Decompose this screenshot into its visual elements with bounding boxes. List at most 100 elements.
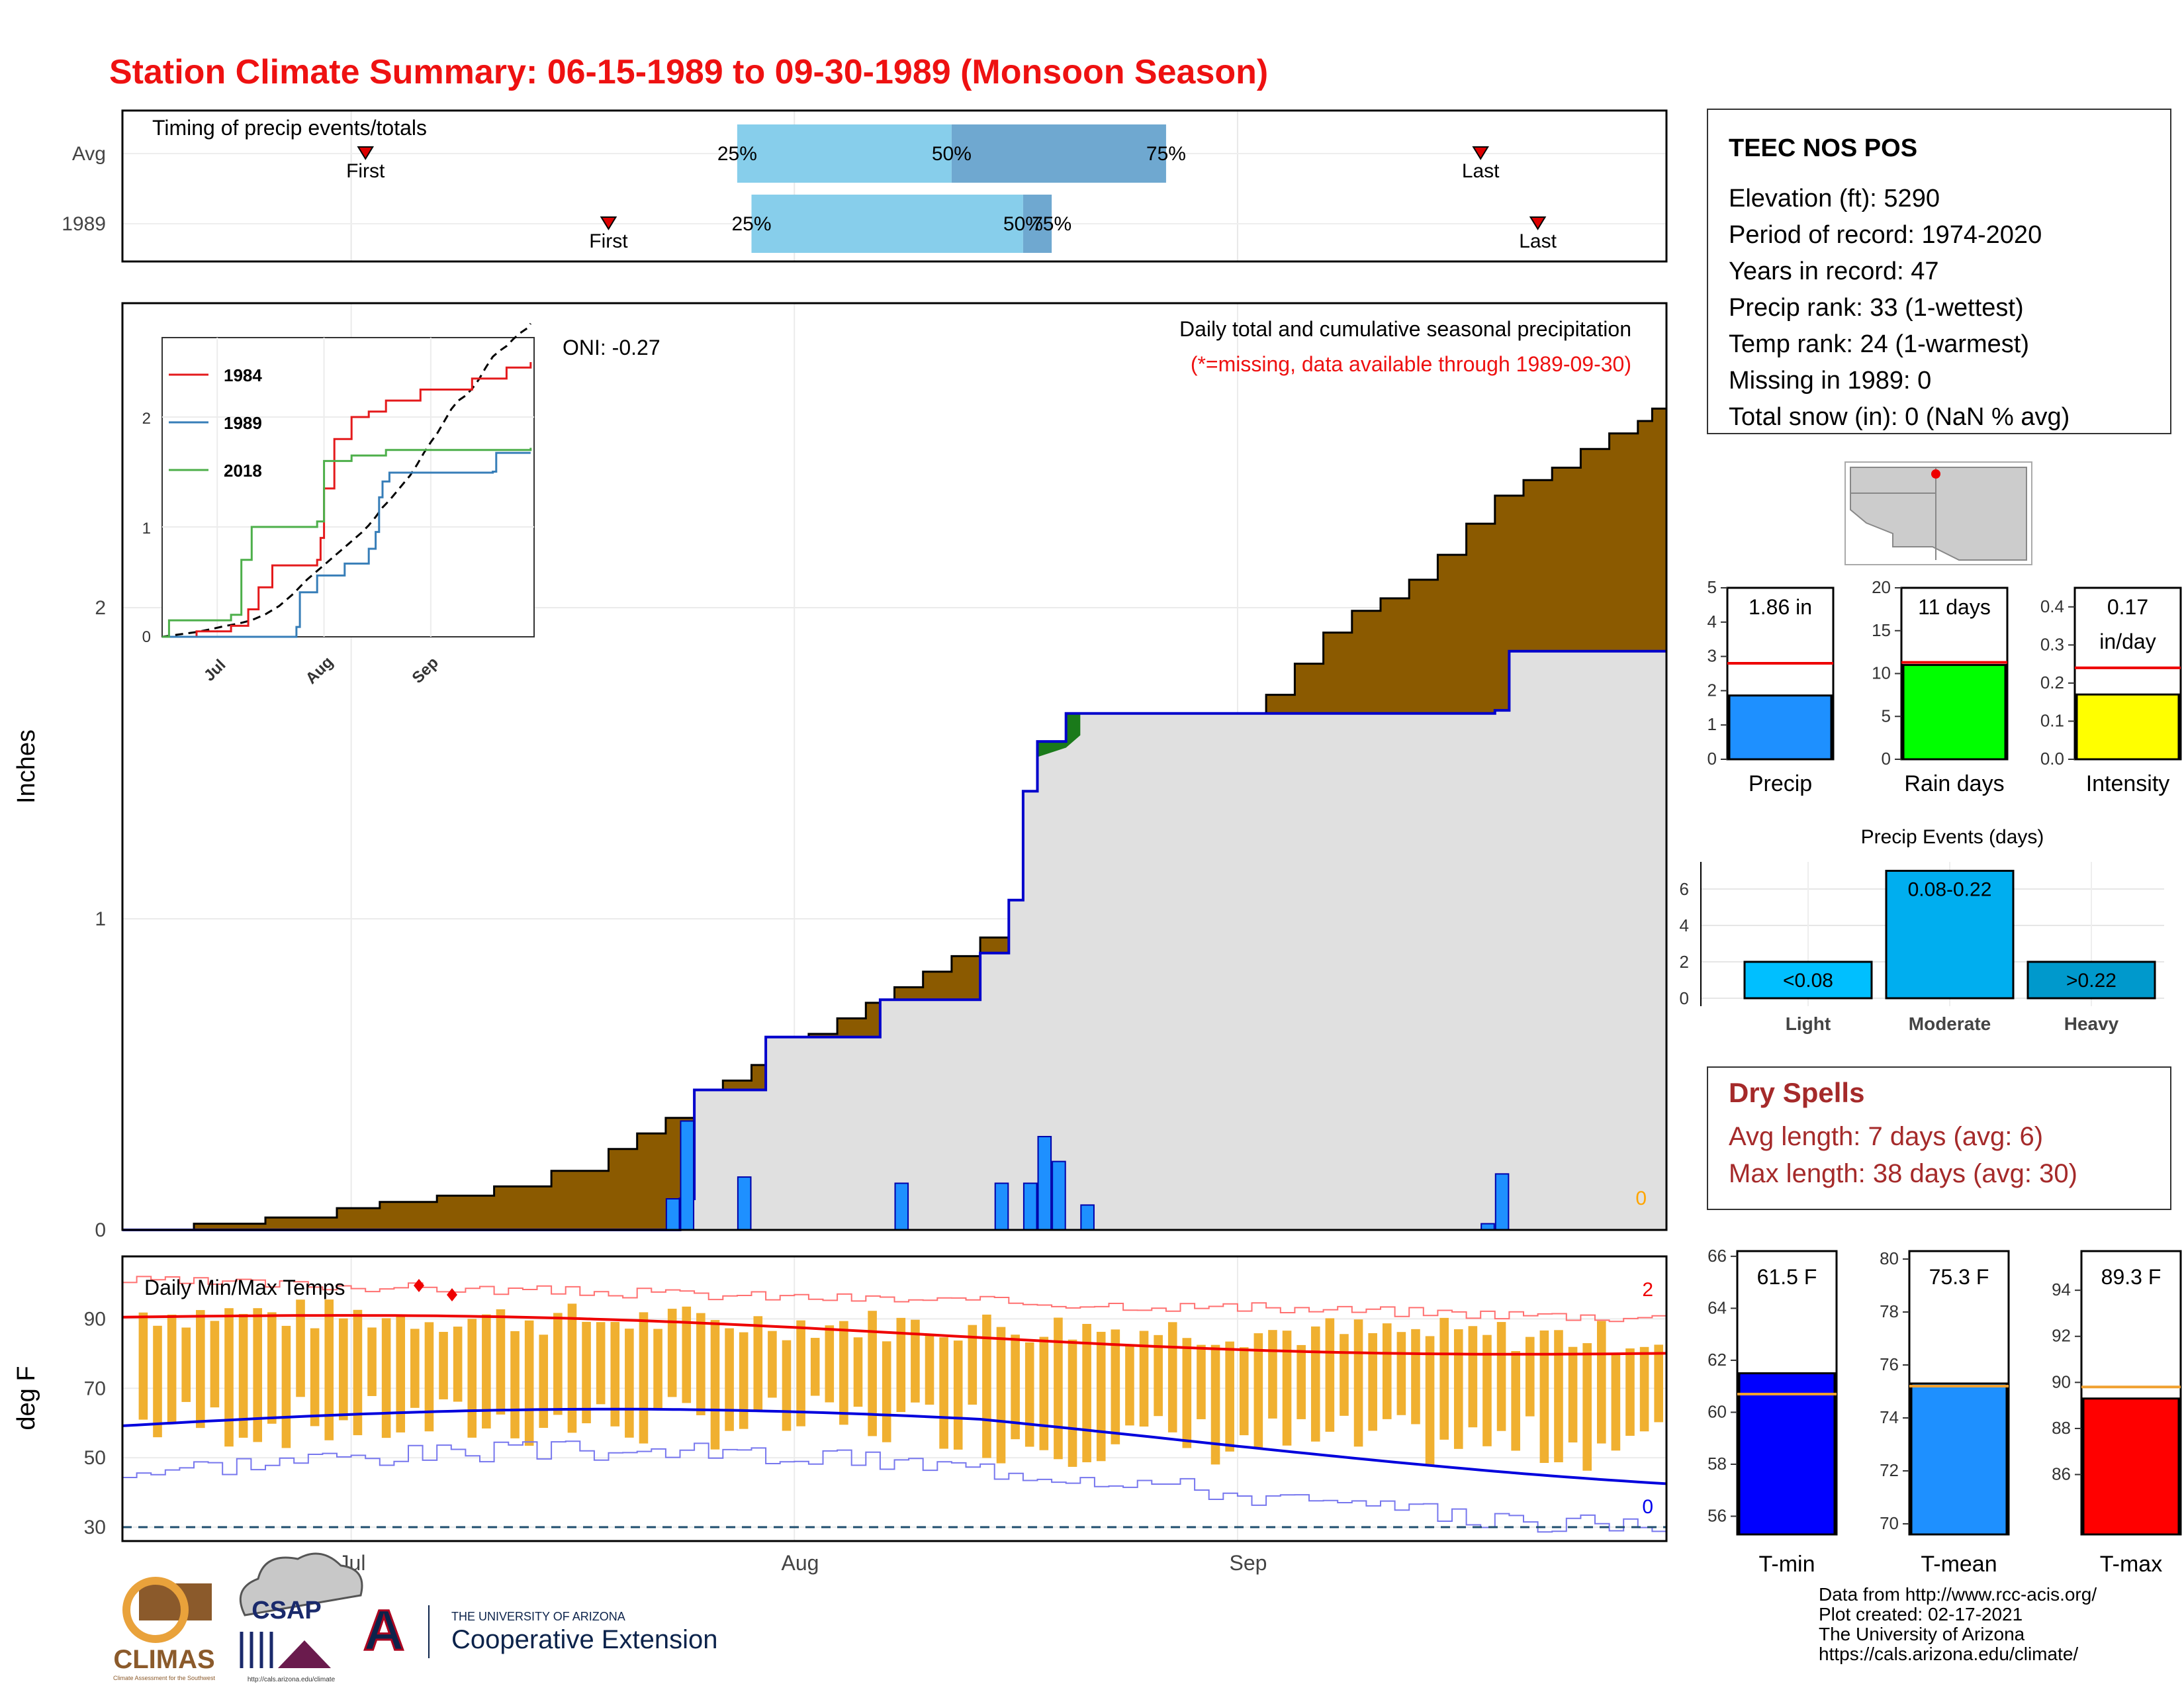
precip-frame <box>121 302 1668 1231</box>
daily-precip-bar-5 <box>1023 1182 1038 1231</box>
daily-precip-bar-3 <box>894 1182 909 1231</box>
precip-ytick-0: 0 <box>95 1219 106 1241</box>
temp-day-bar-59 <box>968 1325 978 1405</box>
station-line-4: Temp rank: 24 (1-warmest) <box>1729 330 2029 358</box>
temp-day-bar-103 <box>1596 1321 1606 1444</box>
temp-day-bar-13 <box>310 1328 320 1427</box>
temp-day-bar-42 <box>725 1328 734 1431</box>
temp-day-bar-28 <box>524 1320 534 1446</box>
temp-mini-value-1 <box>1910 1382 2008 1536</box>
climas-logo-sun <box>122 1577 189 1643</box>
events-ytick-0: 0 <box>1680 988 1689 1008</box>
temp-mini-value-label-0: 61.5 F <box>1757 1265 1817 1289</box>
temp-day-bar-34 <box>610 1321 620 1427</box>
mini-bar-ytick-1-2: 10 <box>1872 663 1891 683</box>
station-line-0: Elevation (ft): 5290 <box>1729 185 1940 212</box>
precip-desc-note: (*=missing, data available through 1989-… <box>1191 352 1631 376</box>
temp-day-bar-47 <box>796 1320 805 1427</box>
temp-day-bar-83 <box>1310 1326 1320 1442</box>
ua-cooperative-extension-logo: A THE UNIVERSITY OF ARIZONA Cooperative … <box>362 1598 717 1664</box>
station-lines: Elevation (ft): 5290 Period of record: 19… <box>1729 185 2070 431</box>
daily-precip-bar-7 <box>1052 1160 1066 1231</box>
inset-frame <box>161 337 535 637</box>
timing-row-label-avg: Avg <box>72 143 106 165</box>
timing-last-marker-0 <box>1472 146 1489 160</box>
dry-spells-box: Dry Spells Avg length: 7 days (avg: 6) M… <box>1707 1066 2171 1210</box>
events-ytick-2: 4 <box>1680 915 1689 935</box>
csap-mountain <box>278 1640 331 1668</box>
temp-day-bar-44 <box>753 1316 763 1410</box>
daily-precip-bar-2 <box>737 1176 752 1231</box>
events-bar-label-1: 0.08-0.22 <box>1908 879 1992 901</box>
temp-mini-xlabel-1: T-mean <box>1921 1552 1997 1577</box>
record-high-line <box>122 1276 1667 1323</box>
timing-bar-25-50-1 <box>751 195 1023 253</box>
mini-bar-xlabel-0: Precip <box>1749 771 1812 796</box>
temp-mini-bar-charts: 61.5 F T-min 56 58 60 62 64 66 75.3 F T-mean 70 72 7… <box>1707 1246 2182 1577</box>
timing-frame <box>121 109 1668 263</box>
temp-day-bar-54 <box>896 1317 906 1413</box>
daily-precip-bar-4 <box>994 1182 1009 1231</box>
temp-day-bar-76 <box>1210 1344 1220 1465</box>
record-marker-2 <box>447 1288 457 1301</box>
timing-bar-50-75-1 <box>1023 195 1052 253</box>
mini-bar-ytick-2-2: 0.2 <box>2040 673 2064 692</box>
temp-day-bar-84 <box>1325 1318 1335 1432</box>
events-ytick-1: 2 <box>1680 952 1689 972</box>
temp-day-bar-66 <box>1068 1339 1077 1467</box>
temp-day-bar-63 <box>1024 1342 1034 1447</box>
timing-p75-label-0: 75% <box>1146 143 1186 165</box>
x-label-aug: Aug <box>782 1551 819 1575</box>
events-title: Precip Events (days) <box>1861 826 2044 848</box>
precip-y-ticks: 0 1 2 <box>95 597 106 1241</box>
temp-day-bar-107 <box>1654 1344 1663 1423</box>
temp-day-bar-35 <box>625 1329 634 1438</box>
ua-mark-bg <box>363 1603 404 1650</box>
temp-mini-ytick-2-3: 92 <box>2052 1326 2071 1346</box>
temp-day-bar-72 <box>1154 1335 1163 1417</box>
mini-bar-charts: 1.86 in Precip 0 1 2 3 4 5 11 days Rain days 0 5 10 1… <box>1707 577 2182 796</box>
temp-mini-ytick-2-4: 94 <box>2052 1280 2071 1299</box>
temp-day-bar-102 <box>1582 1343 1592 1471</box>
precip-y-axis-label: Inches <box>13 729 40 804</box>
temp-day-bar-29 <box>539 1335 549 1429</box>
temp-day-bar-99 <box>1539 1330 1549 1463</box>
events-bars: <0.08 Light 0.08-0.22 Moderate >0.22 Heavy <box>1743 870 2156 1034</box>
temp-mini-ytick-2-0: 86 <box>2052 1464 2071 1484</box>
avg-high-line <box>122 1314 1667 1356</box>
temp-day-bar-1 <box>138 1312 148 1420</box>
daily-precip-bar-6 <box>1037 1136 1052 1231</box>
mini-bar-ytick-1-3: 15 <box>1872 620 1891 640</box>
temp-mini-ytick-0-5: 66 <box>1707 1246 1727 1266</box>
mini-bar-value-label-2: 0.17 <box>2107 595 2148 619</box>
temp-day-bar-62 <box>1011 1335 1020 1440</box>
temp-day-bar-70 <box>1125 1346 1134 1426</box>
temp-day-bar-50 <box>839 1321 848 1425</box>
timing-p50-label-0: 50% <box>932 143 972 165</box>
ua-small-text: THE UNIVERSITY OF ARIZONA <box>451 1610 625 1623</box>
mini-bar-ytick-1-0: 0 <box>1882 749 1891 769</box>
inset-series-1989 <box>162 451 531 638</box>
credit-line-3: The University of Arizona <box>1819 1624 2025 1644</box>
temp-day-bar-40 <box>696 1313 705 1415</box>
timing-last-label-0: Last <box>1462 160 1500 182</box>
mini-bar-ytick-0-0: 0 <box>1707 749 1717 769</box>
mini-bar-ytick-2-0: 0.0 <box>2040 749 2064 769</box>
dry-spells-avg: Avg length: 7 days (avg: 6) <box>1729 1122 2043 1151</box>
temp-corner-high: 2 <box>1642 1279 1653 1301</box>
timing-p25-label-0: 25% <box>717 143 757 165</box>
timing-first-marker-0 <box>357 146 375 160</box>
temp-ytick-2: 70 <box>84 1378 106 1399</box>
events-xlabel-0: Light <box>1786 1013 1831 1034</box>
station-line-6: Total snow (in): 0 (NaN % avg) <box>1729 403 2070 431</box>
temp-day-bar-33 <box>596 1322 606 1405</box>
temp-day-bar-41 <box>710 1320 720 1450</box>
csap-url: http://cals.arizona.edu/climate <box>248 1676 336 1683</box>
mini-bar-ytick-0-5: 5 <box>1707 577 1717 597</box>
events-bar-2 <box>2026 961 2156 1000</box>
events-xlabel-1: Moderate <box>1909 1013 1991 1034</box>
temp-day-bar-31 <box>567 1303 577 1433</box>
events-bar-label-2: >0.22 <box>2066 970 2116 992</box>
daily-precip-bar-1 <box>680 1120 695 1231</box>
